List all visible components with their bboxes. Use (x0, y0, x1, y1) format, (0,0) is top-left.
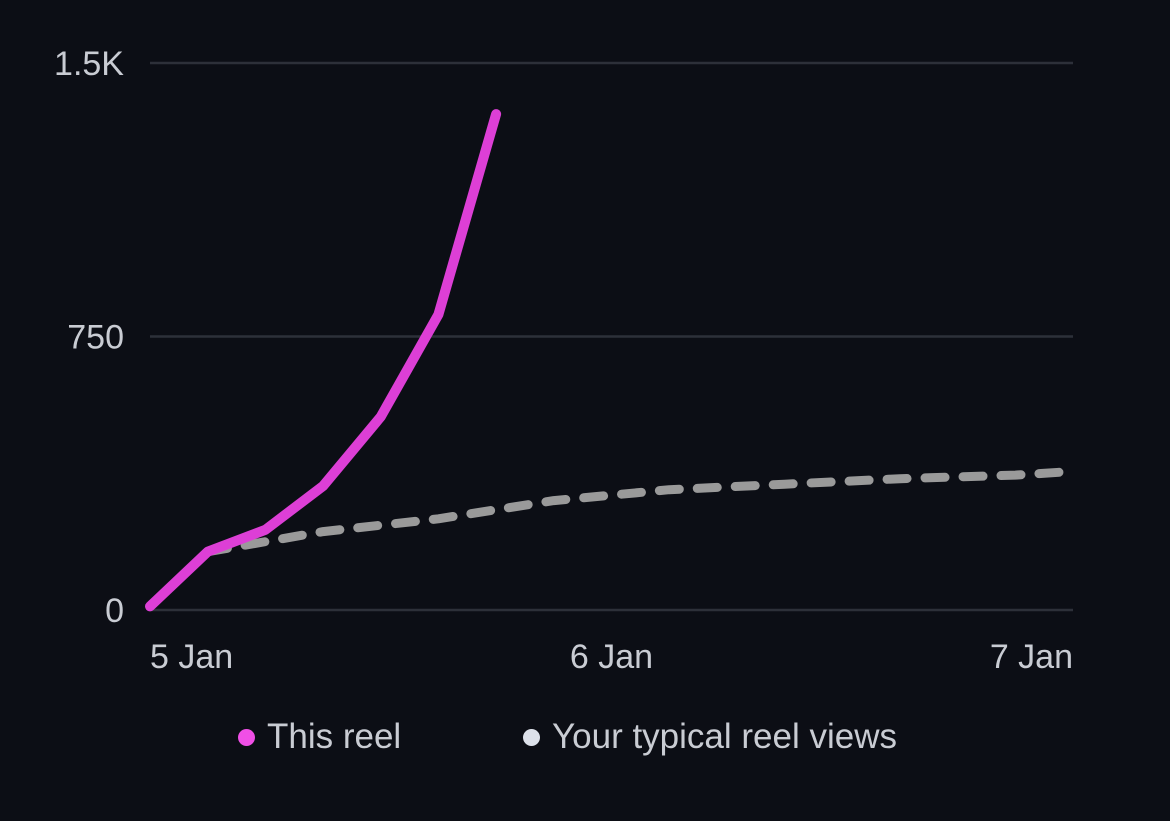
x-tick-label-0: 5 Jan (150, 638, 233, 676)
series-line-typical-reel-views (203, 466, 1078, 557)
chart-legend: This reel Your typical reel views (0, 712, 1170, 762)
x-tick-label-1: 6 Jan (570, 638, 653, 676)
grid-lines (150, 61, 1073, 612)
legend-dot-typical-reel-views (523, 728, 540, 746)
legend-label-typical-reel-views: Your typical reel views (552, 717, 897, 756)
y-tick-label-1: 750 (67, 319, 124, 357)
series-line-this-reel (145, 109, 502, 612)
y-tick-label-0: 0 (105, 592, 124, 630)
legend-item-this-reel: This reel (238, 712, 401, 762)
legend-dot-this-reel (238, 728, 255, 746)
legend-item-typical-reel-views: Your typical reel views (523, 712, 897, 762)
y-tick-label-2: 1.5K (54, 45, 124, 83)
series-lines (145, 109, 1078, 612)
x-tick-label-2: 7 Jan (990, 638, 1073, 676)
legend-label-this-reel: This reel (267, 717, 402, 756)
x-axis-tick-labels: 5 Jan 6 Jan 7 Jan (150, 638, 1073, 676)
y-axis-tick-labels: 0 750 1.5K (54, 45, 124, 630)
